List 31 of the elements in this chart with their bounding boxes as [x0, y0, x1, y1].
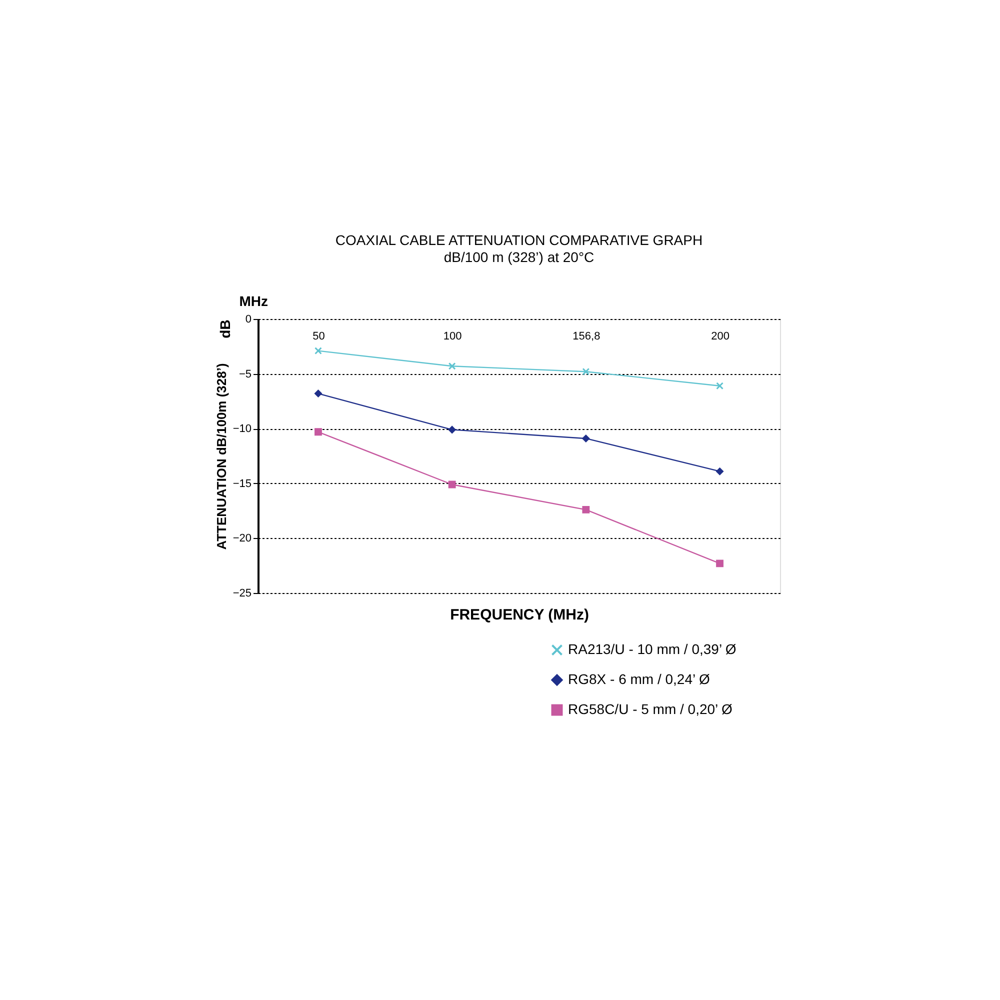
point — [716, 382, 724, 390]
chart-subtitle: dB/100 m (328’) at 20°C — [444, 249, 594, 265]
x-axis-title: FREQUENCY (MHz) — [450, 606, 589, 624]
y-tick-label: −25 — [232, 588, 252, 600]
y-tick-label: −10 — [232, 423, 252, 436]
point — [448, 426, 456, 434]
point — [716, 468, 724, 476]
chart-title: COAXIAL CABLE ATTENUATION COMPARATIVE GRAPH — [335, 232, 703, 248]
text: dB — [217, 320, 233, 338]
y-tick-label: 0 — [245, 314, 252, 326]
point — [314, 347, 322, 354]
text: MHz — [239, 293, 268, 309]
y-axis-title: ATTENUATION dB/100m (328’) — [214, 363, 229, 550]
point — [448, 362, 456, 370]
y-tick-label: −20 — [232, 532, 252, 545]
point — [582, 368, 590, 376]
y-tick-label: −15 — [232, 478, 252, 490]
point — [582, 506, 590, 514]
x-tick-label: 156,8 — [572, 330, 600, 342]
point — [582, 434, 590, 442]
x-tick-label: 200 — [711, 330, 730, 342]
x-tick-label: 100 — [443, 330, 462, 342]
y-tick-label: −5 — [238, 368, 252, 380]
point — [314, 390, 322, 398]
point — [716, 560, 724, 568]
legend-label: RG8X - 6 mm / 0,24’ Ø — [568, 671, 710, 687]
point — [448, 480, 456, 488]
point — [314, 428, 322, 436]
legend-label: RG58C/U - 5 mm / 0,20’ Ø — [568, 701, 733, 717]
x-tick-label: 50 — [312, 330, 325, 342]
legend-label: RA213/U - 10 mm / 0,39’ Ø — [568, 641, 736, 657]
